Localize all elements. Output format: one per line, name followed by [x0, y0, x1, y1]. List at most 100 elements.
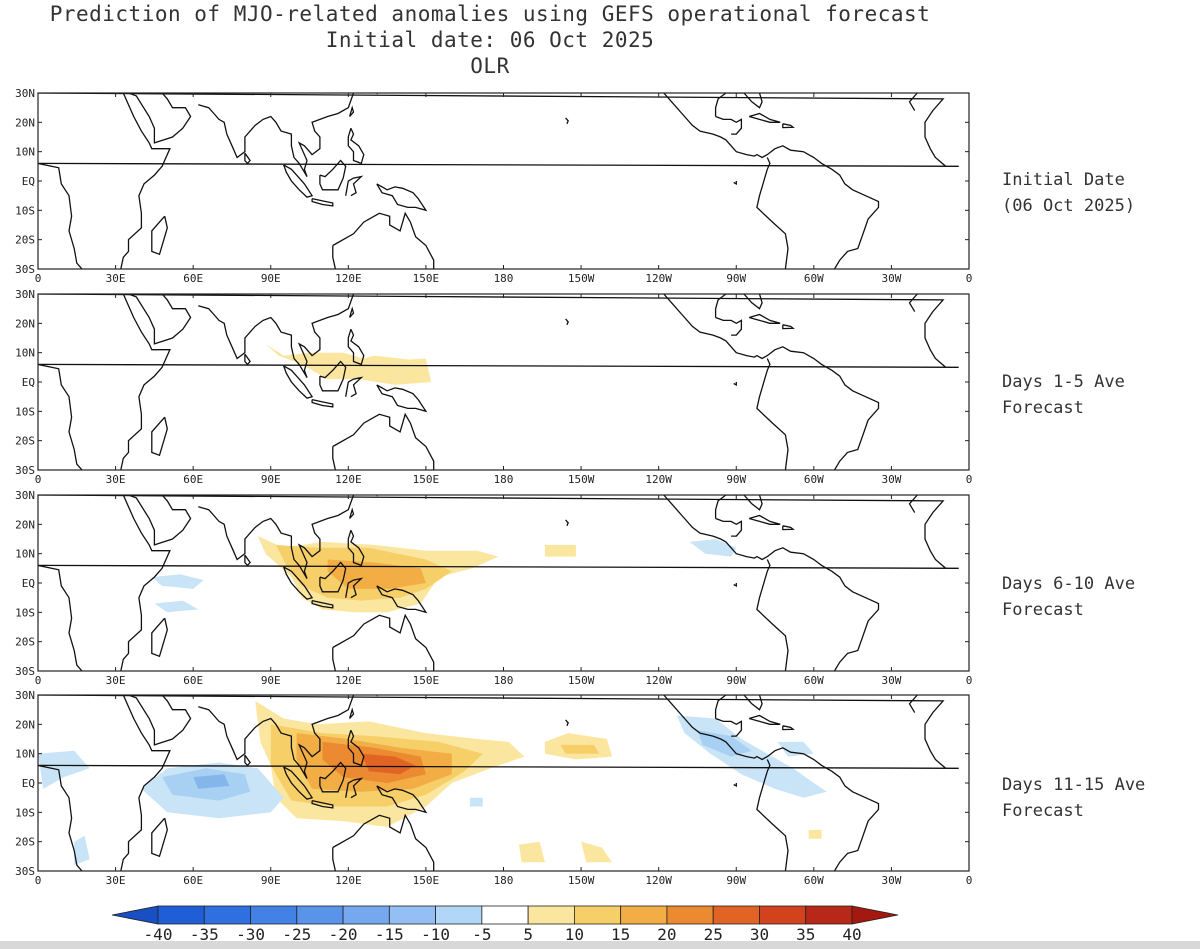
coastline [908, 93, 918, 111]
longitude-label: 90W [726, 874, 746, 887]
colorbar-tick-label: -20 [329, 925, 358, 944]
colorbar-swatch [666, 905, 714, 925]
coastline [782, 324, 795, 330]
coastline [244, 152, 251, 165]
coastline [782, 725, 795, 731]
longitude-label: 180 [494, 674, 514, 687]
coastline [38, 162, 83, 269]
coastline [347, 729, 365, 767]
negative-anomaly-region [154, 600, 199, 613]
latitude-label: 20S [15, 234, 35, 247]
coastline [311, 799, 334, 809]
coastline [715, 517, 743, 537]
chart-subtitle: Initial date: 06 Oct 2025 [325, 28, 655, 52]
coastline [319, 360, 347, 392]
longitude-label: 150E [413, 674, 440, 687]
longitude-label: 30W [881, 473, 901, 486]
latitude-label: 20N [15, 116, 35, 129]
latitude-label: 20S [15, 636, 35, 649]
colorbar-tick-label: 35 [796, 925, 815, 944]
colorbar-tick-label: -25 [282, 925, 311, 944]
coastline [332, 245, 337, 269]
coastline [198, 104, 308, 177]
longitude-label: 90W [726, 272, 746, 285]
colorbar-tick-label: 25 [704, 925, 723, 944]
latitude-label: 10N [15, 146, 35, 159]
coastline [663, 294, 880, 470]
coastline [283, 766, 314, 800]
coastline [38, 294, 959, 368]
coastline [120, 93, 171, 269]
map-background [38, 93, 969, 269]
coastline [565, 318, 569, 326]
panel-1-label: Initial Date (06 Oct 2025) [1002, 167, 1135, 219]
colorbar-swatch [435, 905, 483, 925]
latitude-label: EQ [22, 577, 35, 590]
coastline [38, 564, 83, 671]
coastline [198, 305, 308, 378]
coastline [376, 585, 428, 614]
chart-title: Prediction of MJO-related anomalies usin… [49, 2, 931, 26]
latitude-label: 30S [15, 263, 35, 276]
coastline [120, 294, 171, 470]
coastline [733, 583, 737, 587]
coastline [714, 495, 763, 519]
latitude-label: 10N [15, 748, 35, 761]
coastline [332, 813, 435, 871]
longitude-label: 60E [183, 874, 203, 887]
colorbar-swatch [759, 905, 807, 925]
longitude-label: 0 [966, 674, 973, 687]
colorbar-swatch [157, 905, 205, 925]
coastline [565, 719, 569, 727]
longitude-label: 60W [804, 874, 824, 887]
coastline [376, 384, 428, 413]
negative-anomaly-region [38, 750, 90, 789]
coastline [128, 695, 192, 746]
coastline [38, 695, 959, 769]
longitude-label: 90E [261, 674, 281, 687]
coastline [38, 764, 83, 871]
latitude-label: 10N [15, 548, 35, 561]
coastline [908, 294, 918, 312]
coastline [319, 561, 347, 593]
colorbar-tick-label: -35 [190, 925, 219, 944]
longitude-label: 180 [494, 874, 514, 887]
latitude-label: 10S [15, 405, 35, 418]
longitude-label: 30W [881, 674, 901, 687]
colorbar-tick-label: 10 [565, 925, 584, 944]
coastline [120, 695, 171, 871]
coastline [749, 112, 781, 123]
coastline [283, 365, 314, 399]
colorbar-swatch [388, 905, 437, 925]
latitude-label: EQ [22, 175, 35, 188]
panel-3-label-line1: Days 6-10 Ave [1002, 574, 1136, 594]
coastline [345, 577, 364, 599]
latitude-label: 30N [15, 87, 35, 100]
coastline [663, 495, 880, 671]
coastline [348, 707, 355, 719]
longitude-label: 120W [645, 272, 672, 285]
longitude-label: 30E [106, 674, 126, 687]
negative-anomaly-region [697, 730, 752, 757]
coastline [332, 446, 337, 470]
coastline [283, 164, 314, 198]
longitude-label: 150W [568, 473, 595, 486]
coastline [128, 294, 192, 345]
coastline [733, 783, 737, 787]
longitude-label: 120W [645, 674, 672, 687]
latitude-label: 20S [15, 836, 35, 849]
latitude-label: 30N [15, 288, 35, 301]
coastline [297, 294, 355, 378]
longitude-label: 150E [413, 272, 440, 285]
coastline [715, 717, 743, 737]
coastline [376, 183, 428, 212]
map-background [38, 294, 969, 470]
colorbar-low-arrow [111, 905, 159, 925]
colorbar-tick-label: -15 [375, 925, 404, 944]
coastline [347, 328, 365, 366]
negative-anomaly-region [193, 774, 230, 789]
positive-anomaly-region [560, 744, 600, 754]
